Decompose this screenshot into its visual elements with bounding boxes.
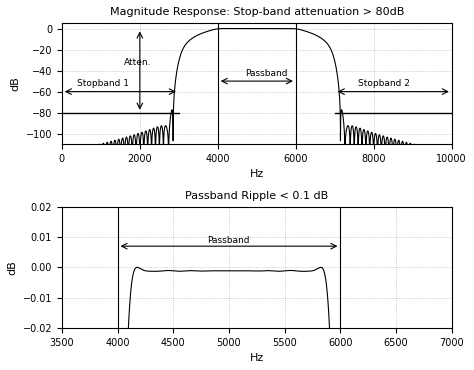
Text: Passband: Passband — [207, 236, 249, 245]
Title: Magnitude Response: Stop-band attenuation > 80dB: Magnitude Response: Stop-band attenuatio… — [109, 7, 404, 17]
Text: Stopband 2: Stopband 2 — [358, 79, 410, 88]
Text: Passband: Passband — [245, 69, 288, 78]
X-axis label: Hz: Hz — [250, 169, 264, 179]
Text: Stopband 1: Stopband 1 — [77, 79, 129, 88]
Y-axis label: dB: dB — [7, 260, 17, 275]
Title: Passband Ripple < 0.1 dB: Passband Ripple < 0.1 dB — [185, 191, 328, 201]
X-axis label: Hz: Hz — [250, 353, 264, 363]
Text: Atten.: Atten. — [124, 58, 152, 67]
Y-axis label: dB: dB — [10, 76, 20, 91]
